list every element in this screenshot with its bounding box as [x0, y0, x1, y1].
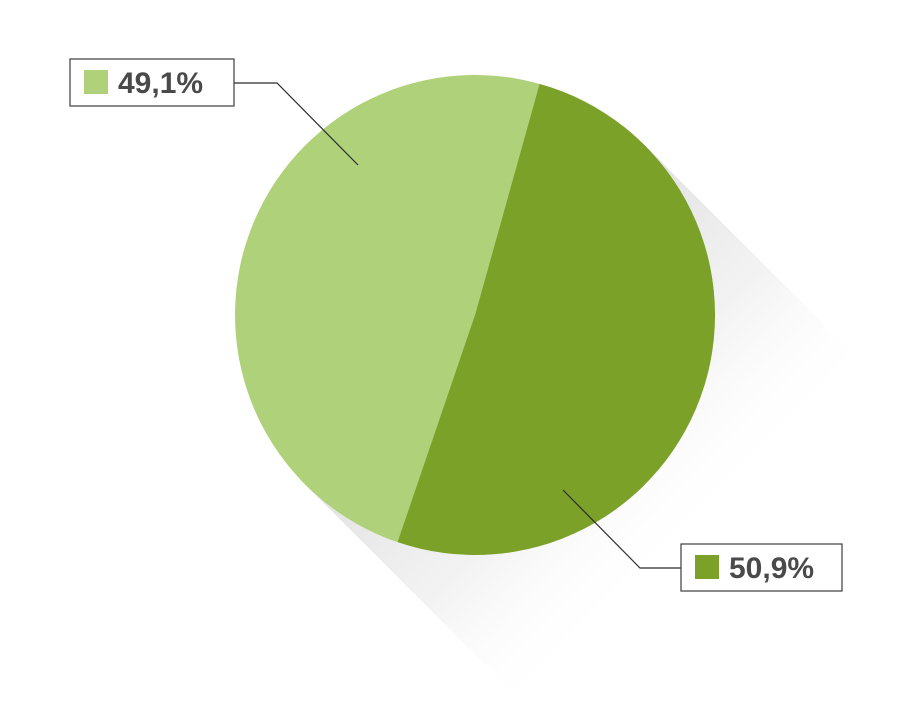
pie-slices: [235, 75, 716, 556]
slice-label-dark-green: 50,9%: [562, 489, 843, 592]
leader-line-dark-green: [562, 489, 681, 569]
leader-line-light-green: [234, 82, 359, 166]
label-text-light-green: 49,1%: [118, 67, 203, 100]
pie-slice-light-green: [235, 75, 540, 543]
pie-slice-dark-green: [397, 83, 716, 556]
label-swatch-dark-green: [695, 555, 719, 579]
label-text-dark-green: 50,9%: [729, 552, 814, 585]
slice-label-light-green: 49,1%: [69, 58, 359, 166]
label-swatch-light-green: [84, 70, 108, 94]
